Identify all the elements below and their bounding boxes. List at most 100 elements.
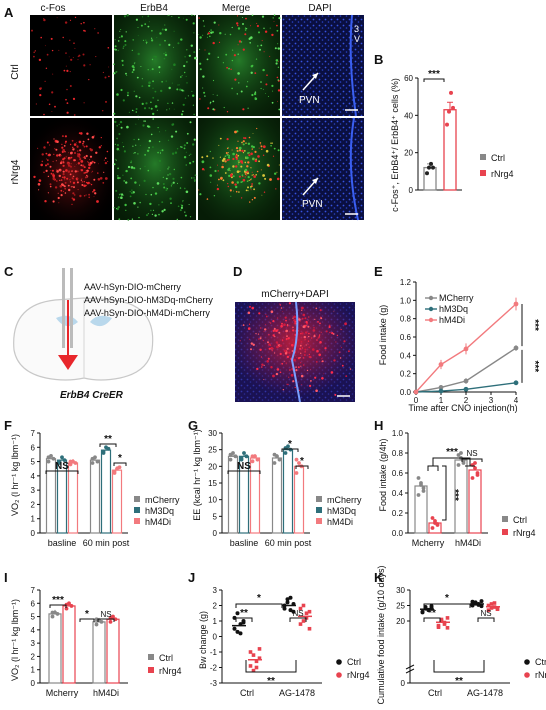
data-point bbox=[235, 611, 240, 616]
signal-dot bbox=[76, 170, 79, 173]
signal-dot bbox=[147, 213, 149, 215]
signal-dot bbox=[279, 352, 282, 356]
signal-dot bbox=[103, 159, 105, 161]
signal-dot bbox=[73, 160, 75, 162]
signal-dot bbox=[80, 169, 81, 171]
signal-dot bbox=[51, 111, 53, 112]
signal-dot bbox=[60, 194, 63, 197]
signal-dot bbox=[63, 176, 66, 179]
significance-bracket bbox=[97, 618, 115, 622]
signal-dot bbox=[146, 149, 150, 152]
signal-dot bbox=[212, 41, 215, 45]
signal-dot bbox=[122, 146, 125, 148]
signal-dot bbox=[86, 182, 90, 185]
signal-dot bbox=[164, 53, 168, 57]
signal-dot bbox=[144, 165, 146, 167]
signal-dot bbox=[71, 139, 74, 142]
signal-dot bbox=[246, 165, 249, 168]
signal-dot bbox=[56, 140, 59, 143]
signal-dot bbox=[46, 158, 47, 160]
signal-dot bbox=[184, 56, 186, 58]
y-tick-label: 1 bbox=[213, 617, 218, 626]
signal-dot bbox=[258, 147, 260, 149]
signal-dot bbox=[137, 138, 140, 141]
signal-dot bbox=[116, 125, 118, 127]
signal-dot bbox=[69, 179, 71, 181]
signal-dot bbox=[102, 182, 105, 184]
signal-dot bbox=[206, 198, 209, 200]
signal-dot bbox=[119, 120, 123, 124]
signal-dot bbox=[149, 202, 152, 206]
signal-dot bbox=[61, 135, 64, 138]
signal-dot bbox=[184, 187, 186, 190]
signal-dot bbox=[258, 182, 261, 185]
signal-dot bbox=[254, 72, 257, 74]
data-point bbox=[244, 454, 249, 459]
signal-dot bbox=[140, 24, 143, 27]
signal-dot bbox=[184, 71, 186, 74]
data-point bbox=[430, 516, 435, 520]
x-tick-label: AG-1478 bbox=[279, 688, 315, 698]
signal-dot bbox=[59, 179, 61, 181]
significance-bracket bbox=[49, 604, 67, 608]
signal-dot bbox=[165, 80, 167, 82]
signal-dot bbox=[262, 145, 266, 149]
signal-dot bbox=[60, 154, 62, 157]
signal-dot bbox=[314, 376, 317, 379]
signal-dot bbox=[194, 56, 197, 60]
signal-dot bbox=[274, 336, 276, 338]
y-tick-label: 0.4 bbox=[392, 489, 404, 498]
signal-dot bbox=[74, 152, 76, 154]
signal-dot bbox=[328, 325, 331, 329]
signal-dot bbox=[130, 191, 134, 195]
y-tick-label: 5 bbox=[31, 613, 36, 622]
signal-dot bbox=[308, 319, 309, 321]
signal-dot bbox=[68, 188, 71, 192]
data-point bbox=[438, 388, 444, 394]
data-point bbox=[99, 619, 104, 624]
data-point bbox=[254, 659, 259, 664]
signal-dot bbox=[84, 157, 86, 159]
signal-dot bbox=[275, 59, 279, 62]
y-tick-label: 1.2 bbox=[400, 278, 412, 287]
significance-label: * bbox=[445, 593, 449, 604]
signal-dot bbox=[260, 44, 263, 47]
signal-dot bbox=[186, 49, 188, 51]
legend-swatch bbox=[316, 518, 322, 524]
signal-dot bbox=[116, 137, 118, 140]
signal-dot bbox=[77, 59, 79, 61]
signal-dot bbox=[134, 181, 137, 184]
bar bbox=[282, 449, 294, 534]
signal-dot bbox=[347, 350, 350, 353]
signal-dot bbox=[343, 340, 346, 343]
signal-dot bbox=[61, 143, 63, 145]
data-point bbox=[90, 461, 95, 465]
signal-dot bbox=[314, 318, 316, 320]
signal-dot bbox=[93, 196, 95, 198]
signal-dot bbox=[143, 120, 145, 122]
signal-dot bbox=[125, 72, 127, 75]
signal-dot bbox=[72, 146, 74, 148]
signal-dot bbox=[137, 118, 139, 120]
signal-dot bbox=[180, 203, 182, 205]
signal-dot bbox=[127, 218, 130, 221]
signal-dot bbox=[242, 48, 245, 51]
signal-dot bbox=[161, 201, 164, 204]
signal-dot bbox=[141, 78, 143, 80]
significance-bracket bbox=[423, 617, 441, 622]
signal-dot bbox=[124, 44, 127, 46]
legend-swatch bbox=[336, 659, 342, 665]
signal-dot bbox=[69, 143, 72, 146]
significance-bracket bbox=[235, 603, 283, 608]
data-point bbox=[463, 378, 469, 384]
signal-dot bbox=[66, 177, 69, 180]
signal-dot bbox=[193, 138, 196, 141]
signal-dot bbox=[302, 357, 305, 359]
signal-dot bbox=[225, 152, 228, 154]
signal-dot bbox=[67, 164, 71, 167]
signal-dot bbox=[231, 149, 233, 151]
y-axis-label-k-text: Cumulative food intake (g/10 days) bbox=[376, 565, 386, 704]
signal-dot bbox=[244, 173, 247, 175]
signal-dot bbox=[148, 84, 151, 87]
signal-dot bbox=[144, 154, 147, 156]
